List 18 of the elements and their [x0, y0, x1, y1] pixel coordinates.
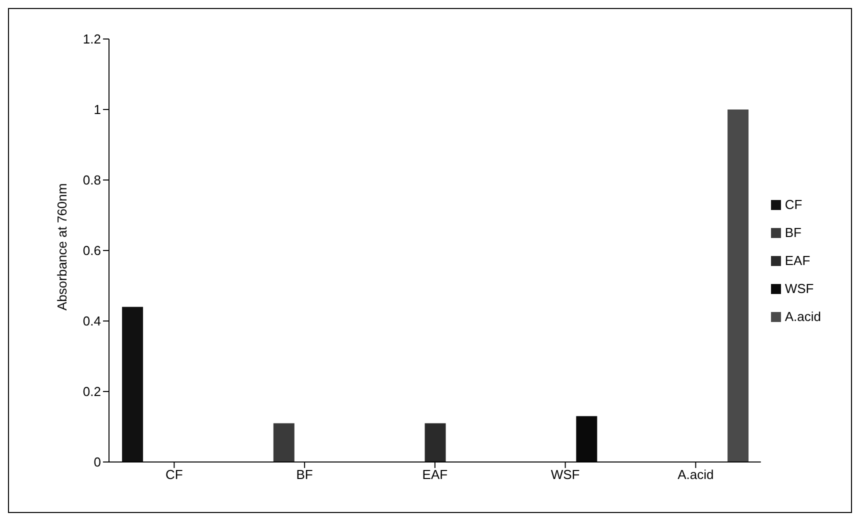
legend-label: CF [784, 196, 802, 212]
y-tick-label: 0.8 [82, 172, 101, 188]
legend-label: A.acid [784, 308, 821, 324]
legend-label: BF [784, 224, 802, 240]
x-tick-label: A.acid [678, 467, 714, 482]
y-tick-label: 0.2 [82, 384, 101, 400]
y-tick-label: 1 [94, 102, 101, 118]
y-tick-label: 0.4 [82, 314, 101, 329]
legend-label: EAF [784, 252, 810, 268]
y-axis-title: Absorbance at 760nm [54, 183, 70, 310]
y-tick-label: 0 [94, 454, 101, 470]
y-tick-label: 0.6 [82, 243, 101, 258]
legend-label: WSF [784, 280, 814, 296]
x-tick-label: WSF [550, 467, 580, 482]
y-tick-label: 1.2 [82, 32, 101, 47]
x-tick-label: BF [296, 467, 313, 482]
x-tick-label: CF [166, 467, 183, 482]
x-tick-label: EAF [422, 467, 448, 482]
